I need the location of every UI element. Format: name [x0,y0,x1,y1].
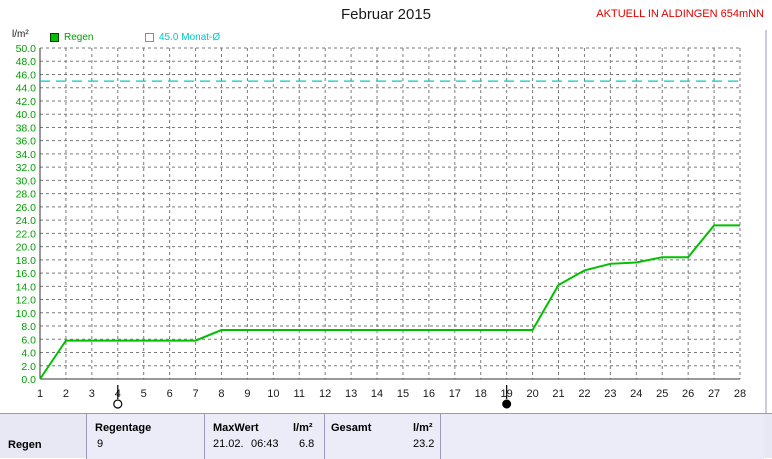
x-tick-label: 24 [630,388,642,400]
y-tick-label: 0.0 [21,374,36,386]
x-tick-label: 6 [167,388,173,400]
x-tick-label: 12 [319,388,331,400]
y-tick-label: 44.0 [16,83,37,95]
legend-rain: Regen [50,32,93,43]
y-tick-label: 6.0 [21,334,36,346]
x-tick-label: 18 [475,388,487,400]
legend-rain-swatch [50,33,59,42]
max-value-time: 06:43 [251,438,279,450]
empty-cell [440,414,764,459]
total-unit: l/m² [413,422,433,434]
total-cell: Gesamt l/m² 23.2 [324,414,440,459]
y-tick-label: 2.0 [21,361,36,373]
y-tick-label: 10.0 [16,308,37,320]
x-tick-label: 20 [526,388,538,400]
max-value-unit: l/m² [293,422,313,434]
y-tick-label: 24.0 [16,215,37,227]
y-axis-unit: l/m² [12,29,29,40]
rain-days-header: Regentage [95,422,152,434]
x-tick-label: 3 [89,388,95,400]
chart-title: Februar 2015 [340,6,432,23]
station-label: AKTUELL IN ALDINGEN 654mNN [596,8,764,20]
legend-month-swatch [145,33,154,42]
rain-days-cell: Regentage 9 [86,414,204,459]
y-tick-label: 40.0 [16,109,37,121]
y-tick-label: 50.0 [16,43,37,55]
y-tick-label: 48.0 [16,56,37,68]
x-tick-label: 14 [371,388,383,400]
y-tick-label: 38.0 [16,122,37,134]
max-value-cell: MaxWert l/m² 21.02. 06:43 6.8 [204,414,324,459]
max-value-amount: 6.8 [299,438,315,450]
max-value-date: 21.02. [213,438,244,450]
y-tick-label: 46.0 [16,69,37,81]
y-tick-label: 26.0 [16,202,37,214]
y-tick-label: 36.0 [16,136,37,148]
total-value: 23.2 [413,438,435,450]
summary-panel: Regen Regentage 9 MaxWert l/m² 21.02. 06… [0,413,772,459]
y-tick-label: 8.0 [21,321,36,333]
y-tick-label: 34.0 [16,149,37,161]
y-tick-label: 30.0 [16,175,37,187]
x-tick-label: 5 [141,388,147,400]
x-tick-label: 23 [604,388,616,400]
x-tick-label: 26 [682,388,694,400]
x-tick-label: 17 [449,388,461,400]
series-line-rain [39,224,740,380]
y-tick-label: 42.0 [16,96,37,108]
x-tick-label: 11 [294,388,305,400]
y-tick-label: 32.0 [16,162,37,174]
x-tick-label: 1 [37,388,43,400]
x-tick-label: 7 [192,388,198,400]
y-tick-label: 18.0 [16,255,37,267]
x-tick-label: 9 [244,388,250,400]
y-tick-label: 20.0 [16,242,37,254]
marker-open-circle [113,399,123,409]
x-tick-label: 25 [656,388,668,400]
row-label: Regen [8,439,42,451]
x-tick-label: 13 [345,388,357,400]
x-tick-label: 21 [552,388,564,400]
x-tick-label: 10 [267,388,279,400]
chart-area: 0.02.04.0 6.08.010.012.0 14.016.018.020.0 2… [16,30,767,413]
legend-month-label: 45.0 Monat-Ø [159,32,221,43]
rain-days-value: 9 [97,438,104,450]
x-tick-label: 27 [708,388,720,400]
y-tick-label: 4.0 [21,348,36,360]
x-tick-label: 15 [397,388,409,400]
marker-filled-circle [502,399,512,409]
y-tick-label: 28.0 [16,189,37,201]
y-tick-label: 14.0 [16,281,37,293]
y-tick-label: 12.0 [16,295,37,307]
legend-rain-label: Regen [64,32,94,43]
max-value-header: MaxWert [213,422,259,434]
plot-background [40,48,740,379]
y-tick-label: 16.0 [16,268,37,280]
legend-month-average: 45.0 Monat-Ø [145,32,220,43]
x-tick-label: 22 [578,388,590,400]
x-tick-label: 28 [734,388,746,400]
y-tick-label: 22.0 [16,228,37,240]
total-header: Gesamt [331,422,372,434]
x-tick-label: 16 [423,388,435,400]
x-tick-label: 8 [218,388,224,400]
x-tick-label: 2 [63,388,69,400]
